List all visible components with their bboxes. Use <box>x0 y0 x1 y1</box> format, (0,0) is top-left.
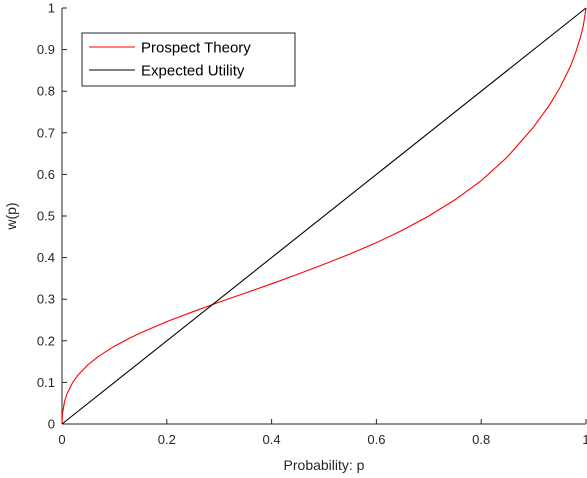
x-tick-label: 1 <box>582 432 587 447</box>
y-tick-label: 0.6 <box>37 167 55 182</box>
y-axis-ticks: 0 0.1 0.2 0.3 0.4 0.5 0.6 0.7 0.8 0.9 1 <box>37 1 67 432</box>
y-tick-label: 0.3 <box>37 292 55 307</box>
legend-box <box>81 32 296 87</box>
y-axis-label: w(p) <box>3 202 19 230</box>
x-tick-label: 0.8 <box>472 432 490 447</box>
x-tick-label: 0 <box>58 432 65 447</box>
y-tick-label: 0.2 <box>37 333 55 348</box>
x-axis-label: Probability: p <box>284 457 365 473</box>
y-tick-label: 0.4 <box>37 250 55 265</box>
x-tick-label: 0.4 <box>263 432 281 447</box>
y-tick-label: 0.7 <box>37 125 55 140</box>
series-lines <box>61 7 587 425</box>
series-line-expected-utility <box>61 7 587 425</box>
legend-label: Expected Utility <box>141 63 245 80</box>
y-tick-label: 0.5 <box>37 209 55 224</box>
legend: Prospect Theory Expected Utility <box>81 32 296 87</box>
y-tick-label: 0.9 <box>37 42 55 57</box>
y-tick-label: 0.8 <box>37 84 55 99</box>
legend-entry: Prospect Theory <box>89 40 251 57</box>
x-tick-label: 0.6 <box>367 432 385 447</box>
legend-label: Prospect Theory <box>141 40 251 57</box>
x-tick-label: 0.2 <box>158 432 176 447</box>
y-tick-label: 0.1 <box>37 375 55 390</box>
series-line-prospect-theory <box>61 7 587 425</box>
y-tick-label: 1 <box>48 1 55 16</box>
x-axis-ticks: 0 0.2 0.4 0.6 0.8 1 <box>58 419 587 447</box>
plot-area: 0 0.2 0.4 0.6 0.8 1 0 0.1 0.2 0.3 0.4 0.5 0.6 0.7 0.8… <box>37 1 587 448</box>
y-tick-label: 0 <box>48 417 55 432</box>
legend-entry: Expected Utility <box>89 63 245 80</box>
